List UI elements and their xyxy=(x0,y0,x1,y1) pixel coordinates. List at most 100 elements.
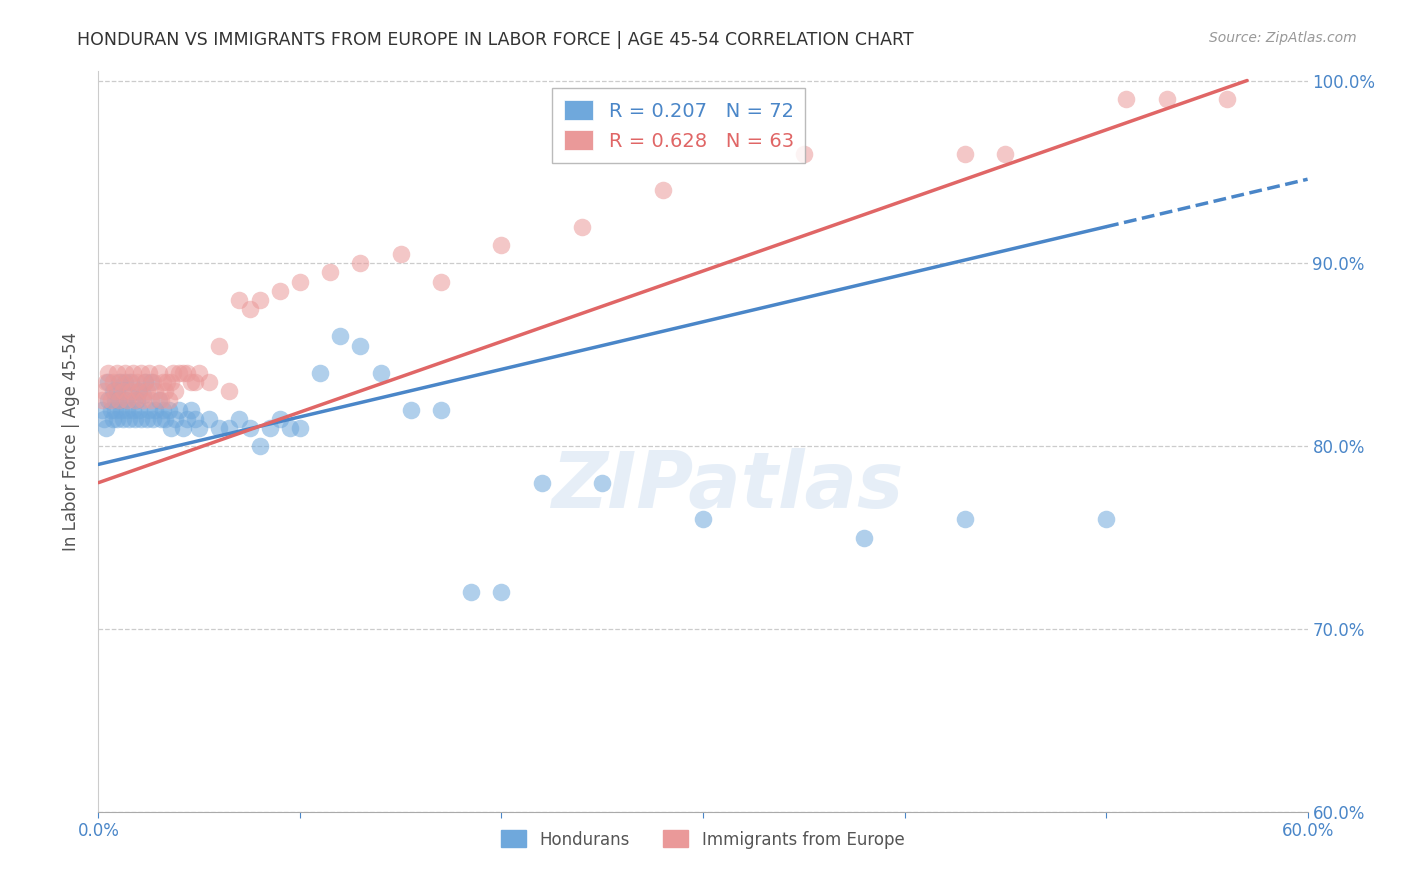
Point xyxy=(288,421,311,435)
Point xyxy=(163,384,186,399)
Point xyxy=(571,219,593,234)
Point xyxy=(249,439,271,453)
Point xyxy=(149,411,172,425)
Point xyxy=(152,375,174,389)
Point xyxy=(1216,92,1239,106)
Point xyxy=(278,421,301,435)
Point xyxy=(156,375,179,389)
Point xyxy=(139,375,162,389)
Point xyxy=(93,384,115,399)
Point xyxy=(105,411,128,425)
Point xyxy=(319,265,342,279)
Point xyxy=(110,375,132,389)
Point xyxy=(218,421,240,435)
Point xyxy=(1156,92,1178,106)
Point xyxy=(129,411,152,425)
Point xyxy=(167,402,190,417)
Point xyxy=(143,402,166,417)
Point xyxy=(228,293,250,307)
Point xyxy=(329,329,352,343)
Point xyxy=(172,366,194,380)
Point xyxy=(651,183,673,197)
Point xyxy=(953,146,976,161)
Text: ZIPatlas: ZIPatlas xyxy=(551,448,903,524)
Point xyxy=(135,411,157,425)
Point xyxy=(118,411,141,425)
Point xyxy=(184,411,207,425)
Point xyxy=(249,293,271,307)
Point xyxy=(111,411,134,425)
Point xyxy=(188,421,211,435)
Point xyxy=(288,275,311,289)
Point xyxy=(125,393,148,408)
Point xyxy=(162,366,184,380)
Point xyxy=(692,512,714,526)
Point xyxy=(153,411,176,425)
Point xyxy=(953,512,976,526)
Point xyxy=(184,375,207,389)
Point xyxy=(793,146,815,161)
Point xyxy=(349,338,371,352)
Point xyxy=(198,411,221,425)
Point xyxy=(138,366,160,380)
Point xyxy=(134,375,156,389)
Point xyxy=(239,301,262,316)
Point xyxy=(124,393,146,408)
Point xyxy=(138,402,160,417)
Point xyxy=(176,366,198,380)
Point xyxy=(218,384,240,399)
Point xyxy=(142,375,165,389)
Point xyxy=(1095,512,1118,526)
Point xyxy=(97,393,120,408)
Point xyxy=(259,421,281,435)
Point xyxy=(309,366,332,380)
Legend: Hondurans, Immigrants from Europe: Hondurans, Immigrants from Europe xyxy=(495,823,911,855)
Point xyxy=(153,384,176,399)
Point xyxy=(135,384,157,399)
Point xyxy=(103,402,125,417)
Point xyxy=(148,366,170,380)
Point xyxy=(157,393,180,408)
Point xyxy=(121,402,143,417)
Point xyxy=(491,585,513,599)
Point xyxy=(228,411,250,425)
Point xyxy=(269,411,291,425)
Point xyxy=(105,366,128,380)
Point xyxy=(115,402,138,417)
Point xyxy=(180,375,202,389)
Point xyxy=(129,366,152,380)
Point xyxy=(128,402,150,417)
Point xyxy=(128,384,150,399)
Point xyxy=(115,393,138,408)
Point xyxy=(269,284,291,298)
Point xyxy=(114,393,136,408)
Point xyxy=(114,375,136,389)
Point xyxy=(208,421,231,435)
Point xyxy=(118,375,141,389)
Point xyxy=(157,402,180,417)
Point xyxy=(152,402,174,417)
Point xyxy=(389,247,412,261)
Y-axis label: In Labor Force | Age 45-54: In Labor Force | Age 45-54 xyxy=(62,332,80,551)
Point xyxy=(97,375,120,389)
Point xyxy=(1115,92,1137,106)
Point xyxy=(134,375,156,389)
Point xyxy=(105,384,128,399)
Point xyxy=(430,275,453,289)
Point xyxy=(101,411,124,425)
Point xyxy=(370,366,392,380)
Point xyxy=(160,375,183,389)
Point xyxy=(101,375,124,389)
Point xyxy=(107,393,129,408)
Point xyxy=(125,375,148,389)
Point xyxy=(148,393,170,408)
Point xyxy=(128,384,150,399)
Point xyxy=(239,421,262,435)
Point xyxy=(491,238,513,252)
Point xyxy=(994,146,1017,161)
Point xyxy=(176,411,198,425)
Point xyxy=(853,531,876,545)
Point xyxy=(349,256,371,270)
Point xyxy=(143,384,166,399)
Point xyxy=(142,411,165,425)
